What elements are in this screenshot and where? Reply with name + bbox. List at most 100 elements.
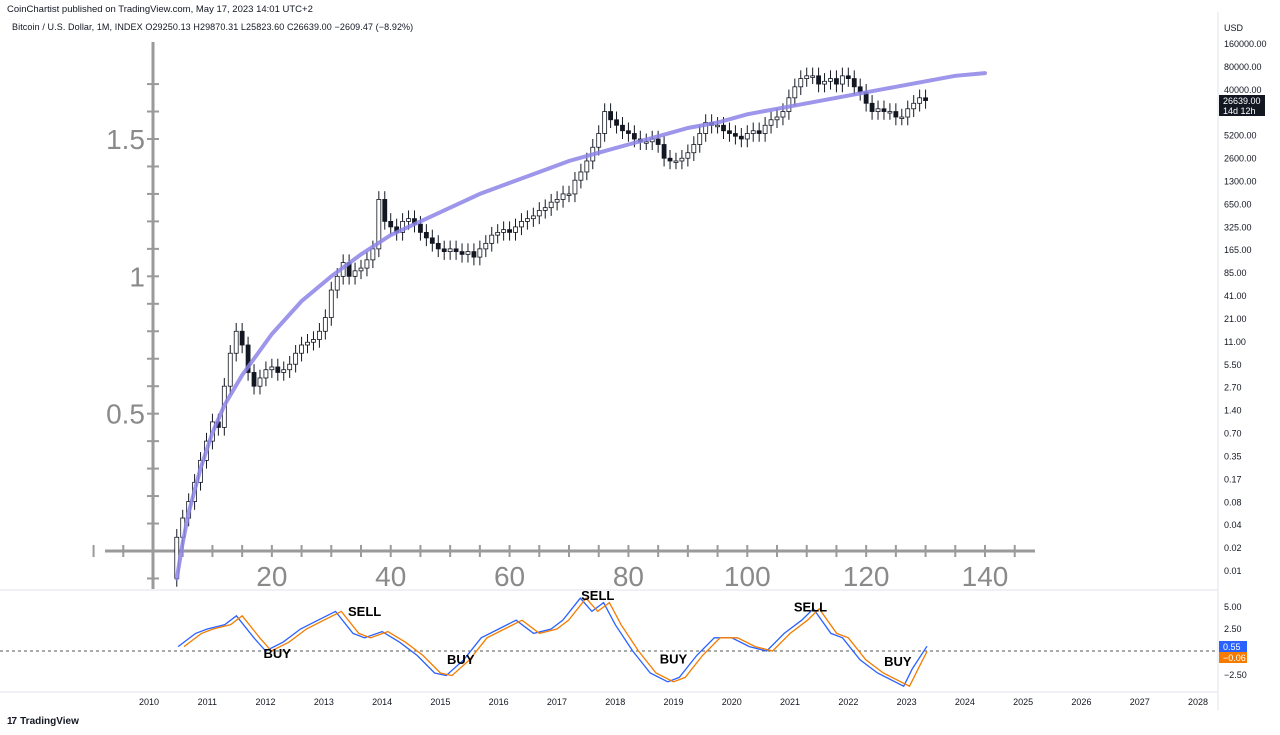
x-tick-label: 140 <box>962 561 1009 592</box>
candle-body <box>744 133 750 140</box>
price-axis-label: 5.50 <box>1224 360 1242 370</box>
candle-body <box>893 111 899 118</box>
candle-body <box>733 133 738 137</box>
candle-body <box>311 339 316 343</box>
candle-body <box>655 138 661 145</box>
symbol-ohlc-line: Bitcoin / U.S. Dollar, 1M, INDEX O29250.… <box>12 22 414 32</box>
candle-body <box>406 218 411 222</box>
price-axis-label: 650.00 <box>1224 199 1252 209</box>
candle-body <box>269 366 275 371</box>
time-axis-label: 2028 <box>1188 697 1208 707</box>
price-axis-label: 0.01 <box>1224 566 1242 576</box>
candle-body <box>673 160 679 163</box>
price-axis[interactable]: USD160000.0080000.0040000.0010000.005200… <box>1219 23 1267 680</box>
candle-body <box>697 133 703 145</box>
candle-body <box>364 259 370 269</box>
candle-body <box>602 111 608 134</box>
time-axis-label: 2023 <box>897 697 917 707</box>
candle-body <box>281 369 287 373</box>
candle-body <box>828 78 833 82</box>
candle-body <box>245 344 251 373</box>
candle-body <box>578 171 584 181</box>
time-axis-label: 2014 <box>372 697 392 707</box>
x-tick-label: 100 <box>724 561 771 592</box>
candle-body <box>875 108 881 112</box>
price-axis-label: 2600.00 <box>1224 154 1257 164</box>
y-tick-label: 0.5 <box>106 399 145 430</box>
candle-body <box>869 102 875 112</box>
candle-body <box>483 242 489 250</box>
price-axis-label: 80000.00 <box>1224 62 1262 72</box>
time-axis-label: 2026 <box>1071 697 1091 707</box>
candle-body <box>263 369 269 379</box>
countdown-value: 14d 12h <box>1223 106 1256 116</box>
candle-body <box>489 234 495 244</box>
y-tick-label: 1.5 <box>106 124 145 155</box>
tradingview-footer[interactable]: 17 TradingView <box>7 716 79 727</box>
candle-body <box>370 248 376 261</box>
indicator-panel[interactable]: BUY SELL BUY SELL BUY SELL BUY <box>0 588 1218 688</box>
price-axis-label: 0.04 <box>1224 520 1242 530</box>
candle-body <box>608 111 613 121</box>
time-axis-label: 2016 <box>489 697 509 707</box>
candle-body <box>804 75 810 79</box>
main-chart-panel[interactable]: 20 40 60 80 100 120 140 0.5 1 1.5 <box>92 42 1035 592</box>
candle-body <box>429 237 435 244</box>
candle-body <box>851 78 857 88</box>
candle-body <box>643 141 649 144</box>
x-tick-label: 40 <box>375 561 406 592</box>
time-axis-label: 2018 <box>605 697 625 707</box>
time-axis-label: 2013 <box>314 697 334 707</box>
price-axis-label: 41.00 <box>1224 291 1247 301</box>
price-axis-label: 0.35 <box>1224 451 1242 461</box>
candle-body <box>441 248 447 253</box>
price-axis-label: 2.70 <box>1224 383 1242 393</box>
tradingview-brand: TradingView <box>20 716 79 727</box>
time-axis-label: 2017 <box>547 697 567 707</box>
time-axis[interactable]: 2010 2011 2012 2013 2014 2015 2016 2017 2018 2019… <box>139 697 1208 707</box>
candle-body <box>322 317 328 332</box>
candle-body <box>530 215 536 220</box>
indicator-axis-label: 2.50 <box>1224 624 1242 634</box>
candle-body <box>465 251 471 255</box>
candle-body <box>251 372 257 387</box>
price-axis-label: 1300.00 <box>1224 176 1257 186</box>
candle-body <box>798 78 804 88</box>
signal-annotation: BUY <box>447 652 475 667</box>
time-axis-label: 2020 <box>722 697 742 707</box>
candle-body <box>477 248 483 258</box>
x-tick-label: 20 <box>256 561 287 592</box>
fit-curve-line <box>174 71 987 581</box>
candle-body <box>447 248 453 253</box>
candle-body <box>305 341 310 346</box>
candle-body <box>513 226 518 233</box>
candle-body <box>233 330 239 354</box>
candle-body <box>614 119 619 126</box>
signal-annotation: SELL <box>581 588 614 603</box>
y-tick-label: 1 <box>129 261 145 292</box>
price-axis-label: 160000.00 <box>1224 39 1267 49</box>
candle-body <box>275 366 281 373</box>
candle-body <box>542 207 548 211</box>
time-axis-label: 2022 <box>838 697 858 707</box>
candle-body <box>299 344 304 354</box>
candle-body <box>727 130 732 134</box>
candle-body <box>328 289 334 318</box>
candle-body <box>822 80 827 85</box>
time-axis-label: 2010 <box>139 697 159 707</box>
signal-annotation: SELL <box>348 604 381 619</box>
candle-body <box>845 75 851 79</box>
candle-body <box>536 210 542 217</box>
indicator-blue-value: 0.55 <box>1223 642 1241 652</box>
oscillator-orange-line <box>183 597 928 688</box>
price-axis-label: 5200.00 <box>1224 131 1257 141</box>
candle-body <box>376 199 382 250</box>
candle-body <box>388 220 394 228</box>
signal-annotation: BUY <box>660 651 688 666</box>
indicator-axis-label: 5.00 <box>1224 602 1242 612</box>
candle-body <box>738 135 744 140</box>
candle-body <box>418 223 423 233</box>
candle-body <box>750 130 756 134</box>
candle-body <box>495 231 501 236</box>
